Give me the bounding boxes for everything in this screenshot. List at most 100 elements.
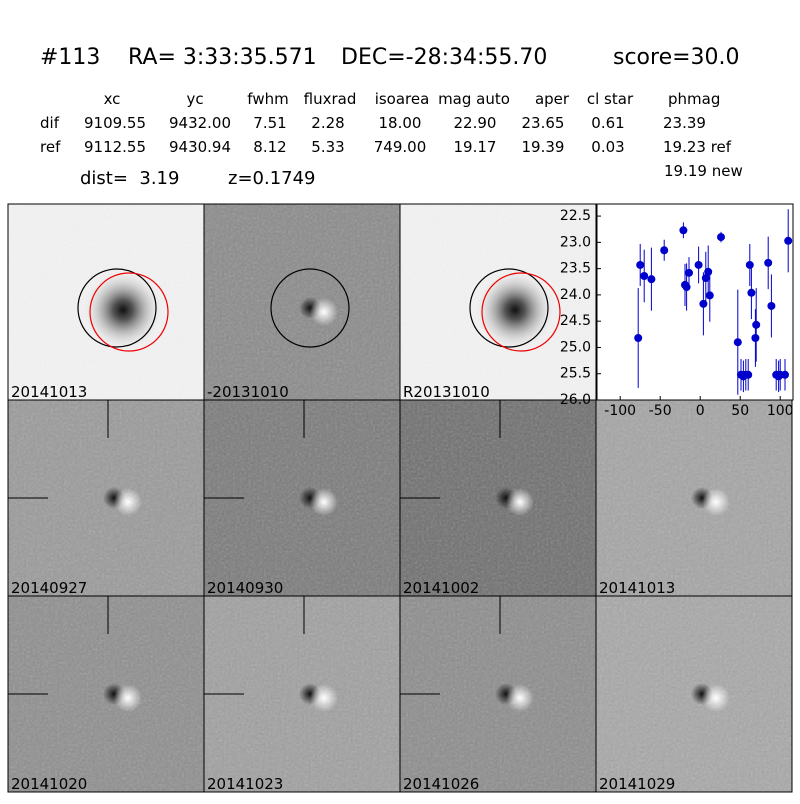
table-cell: 19.23 ref	[663, 138, 732, 156]
column-header: yc	[186, 90, 203, 108]
image-panel	[203, 399, 401, 597]
column-header: fluxrad	[304, 90, 357, 108]
table-cell: 7.51	[253, 114, 286, 132]
y-tick-label: 26.0	[560, 392, 591, 408]
table-cell: 8.12	[253, 138, 286, 156]
image-panel	[399, 203, 597, 401]
table-cell: 9112.55	[84, 138, 146, 156]
data-point	[784, 236, 793, 245]
image-panel	[7, 595, 205, 793]
data-point	[679, 226, 688, 235]
image-panel	[595, 399, 793, 597]
table-cell: 19.17	[454, 138, 497, 156]
column-header: aper	[535, 90, 570, 108]
row-label: dif	[40, 114, 60, 132]
table-cell: 5.33	[311, 138, 344, 156]
aperture-new	[89, 272, 169, 352]
galaxy	[83, 270, 163, 350]
dec: DEC=-28:34:55.70	[341, 45, 547, 70]
column-header: cl star	[587, 90, 634, 108]
column-header: isoarea	[375, 90, 430, 108]
image-panel	[203, 203, 401, 401]
table-cell: 0.61	[591, 114, 624, 132]
data-point	[764, 258, 773, 267]
panel-label: -20131010	[207, 383, 289, 401]
phmag-new: 19.19 new	[664, 162, 743, 180]
ra: RA= 3:33:35.571	[128, 45, 317, 70]
score: score=30.0	[613, 45, 740, 70]
y-tick-label: 24.5	[560, 313, 591, 329]
table-cell: 9432.00	[169, 114, 231, 132]
panel-label: 20141013	[11, 383, 87, 401]
dipole-positive	[506, 488, 534, 516]
table-cell: 9109.55	[84, 114, 146, 132]
x-tick-label: -50	[649, 403, 672, 419]
data-point	[744, 370, 753, 379]
data-point	[647, 275, 656, 284]
x-tick-label: 0	[696, 403, 705, 419]
image-panel	[7, 203, 205, 401]
plot-area	[596, 203, 794, 401]
y-tick-label: 24.0	[560, 287, 591, 303]
dipole-positive	[310, 488, 338, 516]
aperture-ref	[469, 268, 549, 348]
table-cell: 23.65	[522, 114, 565, 132]
table-cell: 22.90	[454, 114, 497, 132]
table-cell: 2.28	[311, 114, 344, 132]
data-point	[752, 320, 761, 329]
data-point	[634, 333, 643, 342]
dipole-positive	[310, 298, 338, 326]
panel-label: 20141023	[207, 775, 283, 793]
table-cell: 23.39	[663, 114, 706, 132]
table-cell: 9430.94	[169, 138, 231, 156]
data-point	[694, 260, 703, 269]
data-point	[751, 333, 760, 342]
image-panel	[399, 595, 597, 793]
image-panel	[399, 399, 597, 597]
dipole-positive	[114, 488, 142, 516]
y-tick-label: 22.5	[560, 208, 591, 224]
x-tick-label: 100	[767, 403, 794, 419]
dipole-positive	[310, 684, 338, 712]
table-cell: 19.39	[522, 138, 565, 156]
y-tick-label: 23.0	[560, 234, 591, 250]
column-header: fwhm	[247, 90, 288, 108]
data-point	[636, 260, 645, 269]
data-point	[660, 246, 669, 255]
column-header: phmag	[668, 90, 720, 108]
image-panel	[595, 595, 793, 793]
y-tick-label: 25.0	[560, 339, 591, 355]
panel-label: 20141020	[11, 775, 87, 793]
row-label: ref	[40, 138, 61, 156]
data-point	[733, 338, 742, 347]
dipole-positive	[114, 684, 142, 712]
data-point	[745, 260, 754, 269]
column-header: mag auto	[438, 90, 510, 108]
redshift: z=0.1749	[228, 168, 316, 189]
panel-label: 20140927	[11, 579, 87, 597]
table-cell: 749.00	[374, 138, 427, 156]
aperture-new	[481, 272, 561, 352]
dist: dist= 3.19	[80, 168, 179, 189]
y-tick-label: 23.5	[560, 261, 591, 277]
data-point	[640, 271, 649, 280]
aperture-ref	[77, 268, 157, 348]
galaxy	[475, 270, 555, 350]
data-point	[717, 233, 725, 242]
table-cell: 0.03	[591, 138, 624, 156]
header: #113 RA= 3:33:35.571 DEC=-28:34:55.70 sc…	[40, 45, 743, 189]
data-point	[704, 267, 713, 276]
panel-label: R20131010	[403, 383, 490, 401]
panel-label: 20141029	[599, 775, 675, 793]
panel-label: 20141013	[599, 579, 675, 597]
data-point	[781, 370, 789, 379]
table-cell: 18.00	[379, 114, 422, 132]
x-tick-label: -100	[604, 403, 636, 419]
image-panel	[203, 595, 401, 793]
data-point	[747, 288, 756, 297]
x-tick-label: 50	[731, 403, 749, 419]
dipole-positive	[506, 684, 534, 712]
panel-border	[595, 595, 793, 793]
column-header: xc	[104, 90, 121, 108]
